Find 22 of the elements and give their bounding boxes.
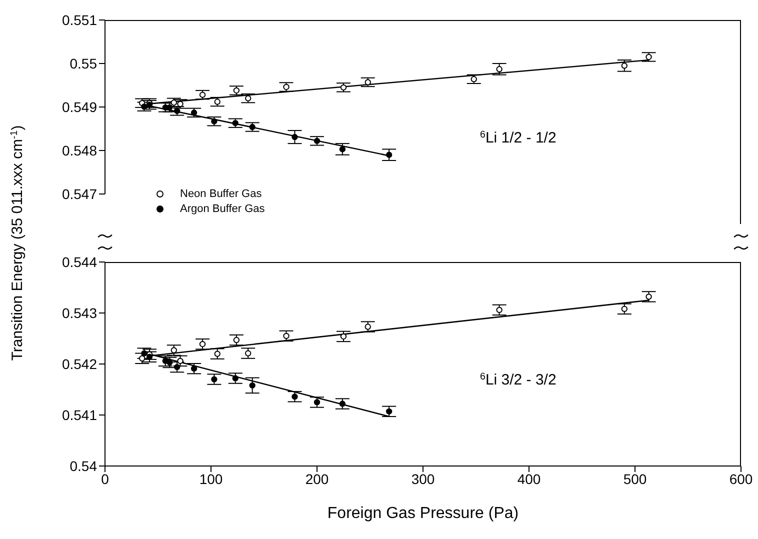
y-tick-label: 0.547 xyxy=(62,186,98,202)
y-tick-label: 0.541 xyxy=(62,406,98,423)
y-tick-label: 0.551 xyxy=(62,12,98,28)
y-tick-label: 0.54 xyxy=(70,458,98,474)
annotation: $^{6}$Li 1/2 - 1/2 xyxy=(480,128,556,146)
y-tick-label: 0.55 xyxy=(70,55,98,72)
x-tick-label: 200 xyxy=(305,470,329,487)
x-tick-label: 100 xyxy=(199,470,223,487)
x-tick-label: 500 xyxy=(623,470,647,487)
y-tick-label: 0.544 xyxy=(62,254,98,270)
y-tick-label: 0.543 xyxy=(62,304,98,321)
x-tick-label: 600 xyxy=(729,470,753,487)
x-axis-title: Foreign Gas Pressure (Pa) xyxy=(327,505,519,522)
legend-label: Argon Buffer Gas xyxy=(180,202,265,214)
x-tick-label: 400 xyxy=(517,470,541,487)
y-tick-label: 0.549 xyxy=(62,98,98,115)
y-tick-label: 0.548 xyxy=(62,142,98,158)
x-tick-label: 300 xyxy=(411,470,435,487)
y-tick-label: 0.542 xyxy=(62,356,98,372)
annotation: $^{6}$Li 3/2 - 3/2 xyxy=(480,370,556,388)
legend-label: Neon Buffer Gas xyxy=(180,188,262,200)
x-tick-label: 0 xyxy=(101,470,110,487)
